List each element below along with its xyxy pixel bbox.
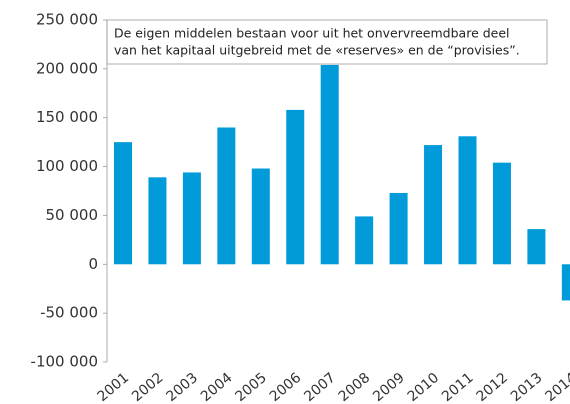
x-tick-label: 2011 (439, 370, 477, 404)
bar (114, 142, 132, 265)
x-tick-label: 2002 (129, 370, 167, 404)
x-tick-label: 2008 (336, 370, 374, 404)
y-tick-label: 150 000 (36, 108, 98, 126)
y-tick-label: 0 (88, 255, 98, 273)
x-tick-label: 2013 (508, 370, 546, 404)
annotation: van het kapitaal uitgebreid met de «rese… (114, 43, 520, 58)
x-tick-label: 2004 (198, 370, 236, 404)
bar (458, 136, 477, 265)
bar (217, 127, 236, 265)
bar (286, 109, 305, 265)
x-tick-label: 2003 (163, 370, 201, 404)
bar (148, 177, 167, 265)
y-tick-label: 200 000 (36, 59, 98, 77)
x-tick-label: 2009 (370, 370, 408, 404)
x-tick-label: 2005 (232, 370, 270, 404)
y-tick-label: -100 000 (31, 353, 98, 371)
bar (389, 192, 408, 265)
x-tick-label: 2010 (405, 370, 443, 404)
y-tick-label: 100 000 (36, 157, 98, 175)
bar (182, 172, 201, 265)
bar (424, 145, 443, 265)
annotation-box (106, 19, 548, 65)
y-tick-label: -50 000 (40, 304, 98, 322)
bar (355, 216, 374, 265)
bar (527, 229, 546, 265)
x-tick-label: 2014 (542, 370, 570, 404)
bar (320, 64, 339, 265)
x-tick-label: 2007 (301, 370, 339, 404)
y-tick-label: 50 000 (46, 206, 99, 224)
y-tick-label: 250 000 (36, 11, 98, 29)
x-tick-label: 2006 (267, 370, 305, 404)
bar (561, 264, 570, 301)
x-tick-label: 2001 (95, 370, 133, 404)
bar (492, 162, 511, 265)
annotation: De eigen middelen bestaan voor uit het o… (114, 26, 510, 41)
bar (251, 168, 270, 265)
x-tick-label: 2012 (474, 370, 512, 404)
